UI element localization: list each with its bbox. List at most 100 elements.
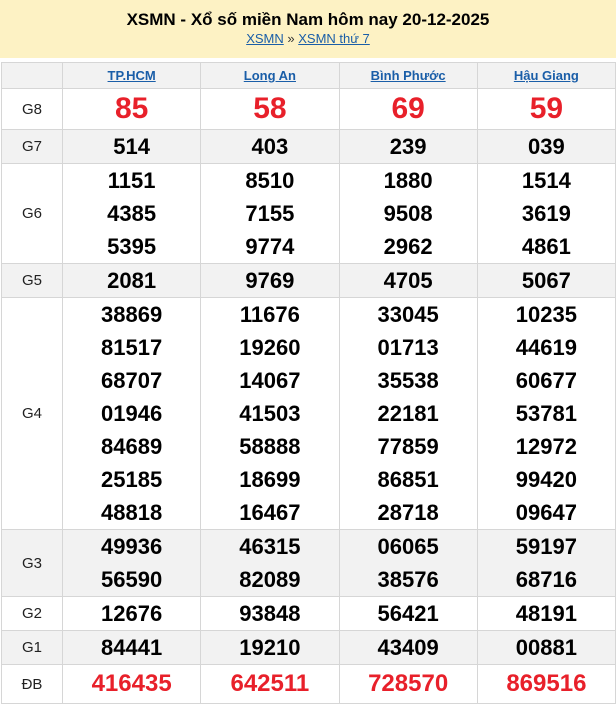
prize-number: 642511 — [230, 670, 310, 697]
prize-number: 41503 — [239, 401, 301, 426]
prize-cell: 19210 — [200, 630, 340, 665]
prize-number: 12676 — [101, 601, 163, 626]
prize-cell: 514 — [61, 129, 202, 164]
prize-number: 53781 — [515, 401, 577, 426]
prize-row: G8 85 58 69 59 — [1, 88, 616, 130]
prize-number: 869516 — [506, 670, 587, 697]
prize-label: G8 — [1, 88, 63, 130]
prize-number: 01946 — [101, 401, 163, 426]
prize-cell: 12676 — [61, 596, 202, 631]
prize-number: 01713 — [377, 335, 439, 360]
prize-cell: 1880 9508 2962 — [338, 163, 478, 264]
breadcrumb: XSMN » XSMN thứ 7 — [0, 30, 616, 48]
prize-number: 14067 — [239, 368, 301, 393]
prize-number: 8510 — [245, 168, 295, 193]
prize-row: G6 1151 4385 5395 8510 7155 9774 1880 9508 2962 15… — [1, 163, 616, 264]
prize-row: G3 49936 56590 46315 82089 06065 38576 59197 687… — [1, 529, 616, 597]
province-link[interactable]: Hậu Giang — [513, 68, 579, 83]
province-link[interactable]: TP.HCM — [107, 68, 156, 83]
prize-number: 86851 — [377, 467, 439, 492]
prize-cell: 84441 — [61, 630, 202, 665]
prize-row: ĐB 416435 642511 728570 869516 — [1, 664, 616, 704]
prize-cell: 2081 — [61, 263, 202, 298]
page-title: XSMN - Xổ số miền Nam hôm nay 20-12-2025 — [126, 10, 490, 29]
prize-label: G3 — [1, 529, 63, 597]
prize-number: 4705 — [383, 268, 433, 293]
breadcrumb-xsmn[interactable]: XSMN — [246, 31, 284, 46]
prize-number: 33045 — [377, 302, 439, 327]
prize-number: 00881 — [515, 635, 577, 660]
prize-cell: 416435 — [61, 664, 202, 704]
prize-cell: 8510 7155 9774 — [200, 163, 340, 264]
prize-cell: 9769 — [200, 263, 340, 298]
prize-number: 44619 — [515, 335, 577, 360]
prize-number: 84441 — [101, 635, 163, 660]
prize-cell: 5067 — [476, 263, 616, 298]
page-banner: XSMN - Xổ số miền Nam hôm nay 20-12-2025… — [0, 0, 616, 58]
prize-cell: 869516 — [476, 664, 616, 704]
prize-number: 19210 — [239, 635, 301, 660]
prize-cell: 642511 — [200, 664, 340, 704]
prize-cell: 85 — [61, 88, 202, 130]
province-header-row: TP.HCM Long An Bình Phước Hậu Giang — [1, 62, 616, 89]
prize-number: 10235 — [515, 302, 577, 327]
prize-cell: 403 — [200, 129, 340, 164]
prize-label: G2 — [1, 596, 63, 631]
province-header: Bình Phước — [338, 62, 478, 89]
prize-number: 09647 — [515, 500, 577, 525]
prize-label: G6 — [1, 163, 63, 264]
prize-number: 403 — [251, 134, 289, 159]
prize-number: 5395 — [107, 234, 157, 259]
results-table: TP.HCM Long An Bình Phước Hậu Giang G8 85… — [1, 62, 616, 704]
prize-number: 16467 — [239, 500, 301, 525]
province-header: Hậu Giang — [476, 62, 616, 89]
prize-number: 4385 — [107, 201, 157, 226]
prize-number: 38869 — [101, 302, 163, 327]
prize-number: 58 — [253, 92, 287, 125]
prize-cell: 1151 4385 5395 — [61, 163, 202, 264]
prize-number: 7155 — [245, 201, 295, 226]
breadcrumb-separator: » — [287, 31, 295, 46]
prize-number: 1880 — [383, 168, 433, 193]
prize-number: 56590 — [101, 567, 163, 592]
prize-cell: 49936 56590 — [61, 529, 202, 597]
prize-cell: 1514 3619 4861 — [476, 163, 616, 264]
prize-number: 84689 — [101, 434, 163, 459]
prize-number: 77859 — [377, 434, 439, 459]
breadcrumb-xsmn-thu-7[interactable]: XSMN thứ 7 — [298, 31, 370, 46]
prize-number: 82089 — [239, 567, 301, 592]
prize-cell: 46315 82089 — [200, 529, 340, 597]
province-link[interactable]: Bình Phước — [370, 68, 446, 83]
prize-cell: 33045 01713 35538 22181 77859 86851 28718 — [338, 297, 478, 530]
prize-number: 2081 — [107, 268, 157, 293]
prize-cell: 59197 68716 — [476, 529, 616, 597]
prize-number: 9774 — [245, 234, 295, 259]
prize-number: 58888 — [239, 434, 301, 459]
prize-number: 38576 — [377, 567, 439, 592]
prize-number: 039 — [528, 134, 565, 159]
prize-number: 56421 — [377, 601, 439, 626]
prize-number: 85 — [114, 92, 149, 125]
prize-label: ĐB — [1, 664, 63, 704]
prize-cell: 58 — [200, 88, 340, 130]
prize-number: 416435 — [91, 670, 172, 697]
prize-number: 9508 — [383, 201, 433, 226]
prize-cell: 56421 — [338, 596, 478, 631]
prize-cell: 93848 — [200, 596, 340, 631]
prize-cell: 59 — [476, 88, 616, 130]
prize-cell: 11676 19260 14067 41503 58888 18699 16467 — [200, 297, 340, 530]
province-link[interactable]: Long An — [243, 68, 296, 83]
prize-cell: 00881 — [476, 630, 616, 665]
prize-number: 81517 — [101, 335, 163, 360]
prize-label: G4 — [1, 297, 63, 530]
prize-number: 59197 — [515, 534, 577, 559]
prize-label: G5 — [1, 263, 63, 298]
prize-number: 68707 — [101, 368, 163, 393]
prize-number: 2962 — [383, 234, 433, 259]
prize-number: 12972 — [515, 434, 577, 459]
prize-number: 46315 — [239, 534, 301, 559]
prize-number: 06065 — [377, 534, 439, 559]
prize-number: 49936 — [101, 534, 163, 559]
prize-row: G7 514 403 239 039 — [1, 129, 616, 164]
prize-number: 239 — [389, 134, 427, 159]
